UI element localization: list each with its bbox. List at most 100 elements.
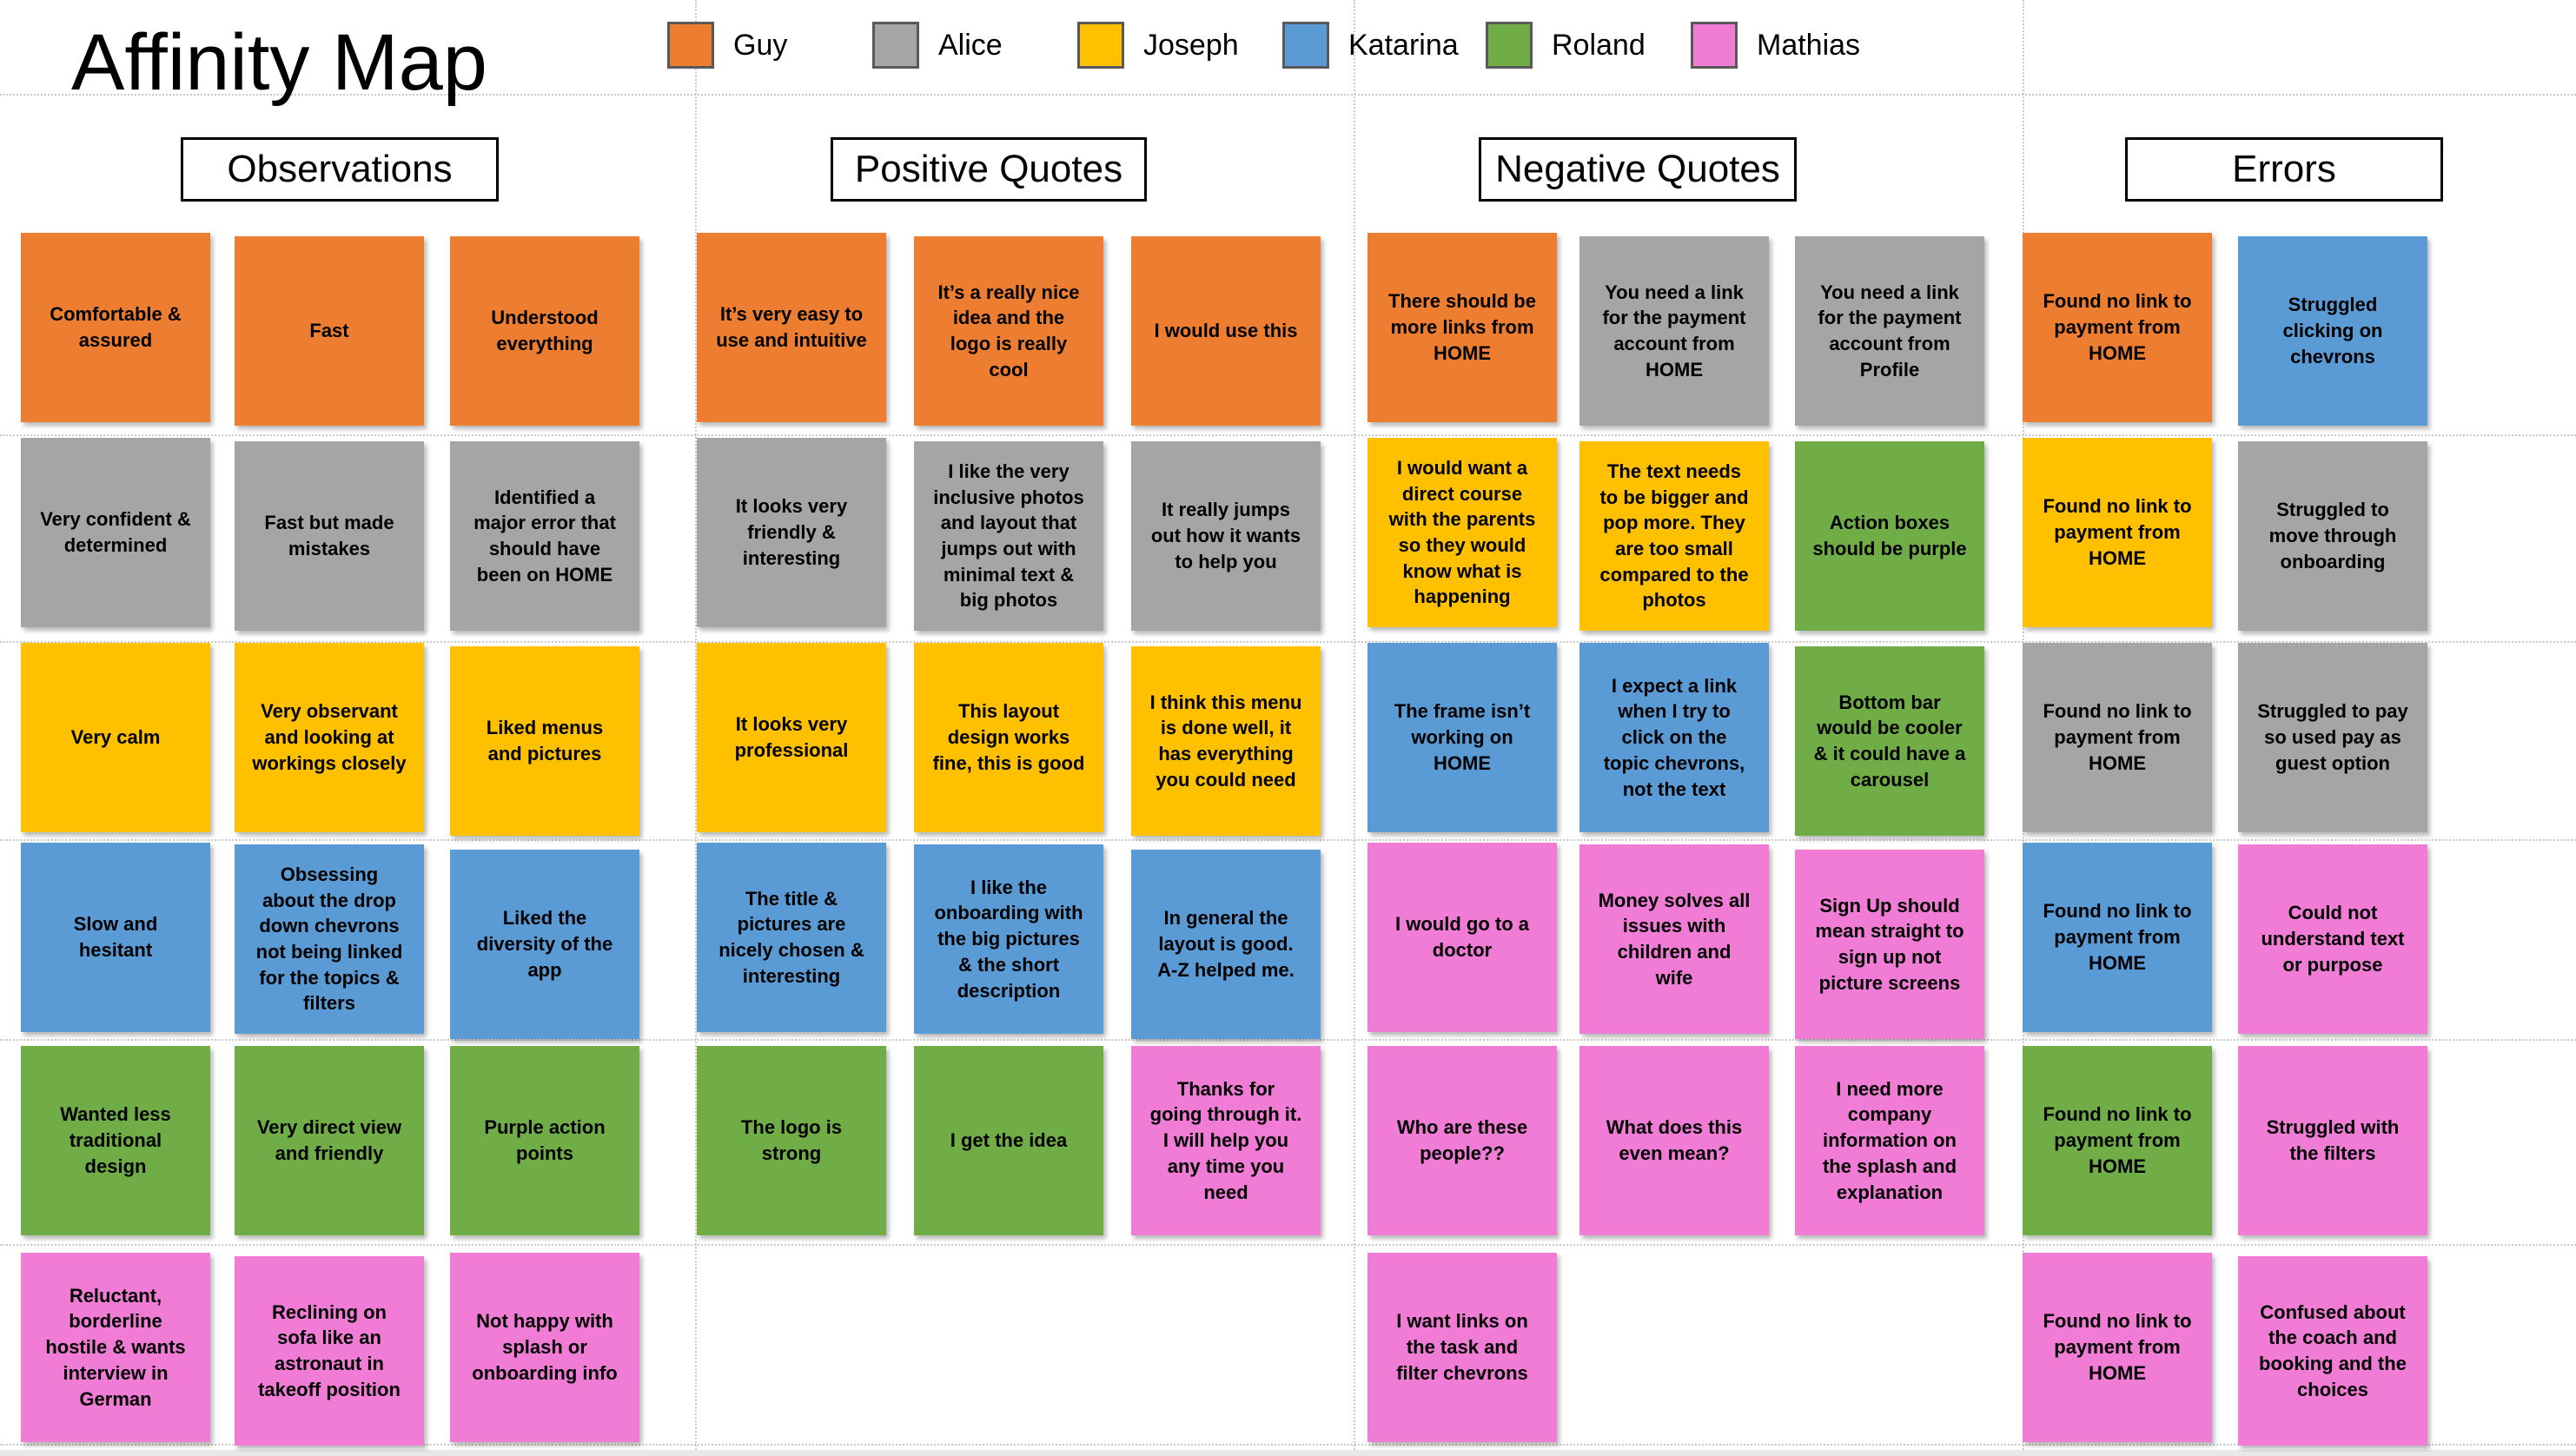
- sticky-note[interactable]: The logo is strong: [697, 1046, 886, 1235]
- sticky-note[interactable]: Wanted less traditional design: [21, 1046, 210, 1235]
- sticky-note-text: Struggled to move through onboarding: [2268, 499, 2397, 572]
- sticky-note[interactable]: I need more company information on the s…: [1795, 1046, 1984, 1235]
- sticky-note[interactable]: Struggled clicking on chevrons: [2238, 236, 2427, 426]
- sticky-note-text: Found no link to payment from HOME: [2043, 495, 2192, 569]
- sticky-note[interactable]: This layout design works fine, this is g…: [914, 643, 1103, 832]
- sticky-note[interactable]: Very calm: [21, 643, 210, 832]
- sticky-note[interactable]: You need a link for the payment account …: [1795, 236, 1984, 426]
- sticky-note-text: You need a link for the payment account …: [1602, 281, 1746, 381]
- sticky-note[interactable]: I like the onboarding with the big pictu…: [914, 844, 1103, 1034]
- sticky-note-text: It’s very easy to use and intuitive: [716, 303, 867, 351]
- sticky-note[interactable]: Comfortable & assured: [21, 233, 210, 422]
- sticky-note[interactable]: Could not understand text or purpose: [2238, 844, 2427, 1034]
- legend-label: Joseph: [1143, 28, 1239, 62]
- sticky-note[interactable]: Struggled to move through onboarding: [2238, 441, 2427, 631]
- sticky-note-text: Struggled clicking on chevrons: [2282, 294, 2383, 367]
- legend-swatch: [1691, 22, 1738, 69]
- sticky-note[interactable]: Found no link to payment from HOME: [2023, 1253, 2212, 1442]
- sticky-note[interactable]: Very observant and looking at workings c…: [235, 643, 424, 832]
- sticky-note[interactable]: Who are these people??: [1367, 1046, 1557, 1235]
- sticky-note-text: Fast: [309, 320, 349, 342]
- sticky-note[interactable]: The title & pictures are nicely chosen &…: [697, 843, 886, 1032]
- sticky-note[interactable]: You need a link for the payment account …: [1579, 236, 1769, 426]
- sticky-note[interactable]: I would use this: [1131, 236, 1321, 426]
- sticky-note[interactable]: It’s very easy to use and intuitive: [697, 233, 886, 422]
- sticky-note[interactable]: Not happy with splash or onboarding info: [450, 1253, 639, 1442]
- sticky-note[interactable]: What does this even mean?: [1579, 1046, 1769, 1235]
- sticky-note-text: In general the layout is good. A-Z helpe…: [1157, 907, 1295, 981]
- sticky-note[interactable]: Money solves all issues with children an…: [1579, 844, 1769, 1034]
- sticky-note[interactable]: Purple action points: [450, 1046, 639, 1235]
- sticky-note[interactable]: There should be more links from HOME: [1367, 233, 1557, 422]
- sticky-note[interactable]: The frame isn’t working on HOME: [1367, 643, 1557, 832]
- sticky-note-text: I want links on the task and filter chev…: [1396, 1310, 1528, 1384]
- sticky-note[interactable]: I like the very inclusive photos and lay…: [914, 441, 1103, 631]
- sticky-note-text: It really jumps out how it wants to help…: [1150, 499, 1301, 572]
- legend-label: Guy: [733, 28, 788, 62]
- sticky-note[interactable]: Thanks for going through it. I will help…: [1131, 1046, 1321, 1235]
- sticky-note[interactable]: I would go to a doctor: [1367, 843, 1557, 1032]
- sticky-note[interactable]: Liked menus and pictures: [450, 646, 639, 836]
- row-divider: [0, 94, 2576, 96]
- sticky-note-text: Struggled to pay so used pay as guest op…: [2257, 700, 2408, 774]
- legend-swatch: [1077, 22, 1124, 69]
- sticky-note-text: Very observant and looking at workings c…: [252, 700, 407, 774]
- sticky-note-text: You need a link for the payment account …: [1818, 281, 1962, 381]
- sticky-note-text: Money solves all issues with children an…: [1598, 889, 1751, 989]
- sticky-note[interactable]: Found no link to payment from HOME: [2023, 233, 2212, 422]
- sticky-note[interactable]: Fast: [235, 236, 424, 426]
- sticky-note[interactable]: Bottom bar would be cooler & it could ha…: [1795, 646, 1984, 836]
- sticky-note[interactable]: Sign Up should mean straight to sign up …: [1795, 850, 1984, 1039]
- sticky-note[interactable]: Found no link to payment from HOME: [2023, 643, 2212, 832]
- section-header-positive-quotes: Positive Quotes: [831, 137, 1147, 202]
- sticky-note-text: I get the idea: [950, 1129, 1068, 1152]
- sticky-note-text: There should be more links from HOME: [1388, 290, 1536, 364]
- sticky-note[interactable]: Found no link to payment from HOME: [2023, 438, 2212, 627]
- sticky-note[interactable]: Confused about the coach and booking and…: [2238, 1256, 2427, 1446]
- sticky-note[interactable]: Very confident & determined: [21, 438, 210, 627]
- sticky-note[interactable]: I think this menu is done well, it has e…: [1131, 646, 1321, 836]
- sticky-note[interactable]: Fast but made mistakes: [235, 441, 424, 631]
- sticky-note[interactable]: Struggled to pay so used pay as guest op…: [2238, 643, 2427, 832]
- sticky-note-text: I would go to a doctor: [1395, 913, 1529, 961]
- sticky-note-text: It’s a really nice idea and the logo is …: [937, 281, 1080, 381]
- sticky-note[interactable]: Identified a major error that should hav…: [450, 441, 639, 631]
- sticky-note[interactable]: I expect a link when I try to click on t…: [1579, 643, 1769, 832]
- sticky-note[interactable]: Understood everything: [450, 236, 639, 426]
- sticky-note[interactable]: In general the layout is good. A-Z helpe…: [1131, 850, 1321, 1039]
- sticky-note[interactable]: I get the idea: [914, 1046, 1103, 1235]
- sticky-note[interactable]: It’s a really nice idea and the logo is …: [914, 236, 1103, 426]
- sticky-note[interactable]: Reluctant, borderline hostile & wants in…: [21, 1253, 210, 1442]
- row-divider: [0, 1039, 2576, 1041]
- sticky-note[interactable]: It looks very professional: [697, 643, 886, 832]
- sticky-note[interactable]: Found no link to payment from HOME: [2023, 1046, 2212, 1235]
- legend-label: Roland: [1552, 28, 1646, 62]
- bottom-scroll-area: [0, 1450, 2576, 1456]
- sticky-note[interactable]: Obsessing about the drop down chevrons n…: [235, 844, 424, 1034]
- sticky-note[interactable]: Liked the diversity of the app: [450, 850, 639, 1039]
- sticky-note-text: Sign Up should mean straight to sign up …: [1815, 894, 1964, 994]
- sticky-note[interactable]: It looks very friendly & interesting: [697, 438, 886, 627]
- sticky-note[interactable]: It really jumps out how it wants to help…: [1131, 441, 1321, 631]
- sticky-note[interactable]: Reclining on sofa like an astronaut in t…: [235, 1256, 424, 1446]
- sticky-note-text: Found no link to payment from HOME: [2043, 1103, 2192, 1177]
- sticky-note[interactable]: Very direct view and friendly: [235, 1046, 424, 1235]
- sticky-note[interactable]: I would want a direct course with the pa…: [1367, 438, 1557, 627]
- sticky-note[interactable]: Action boxes should be purple: [1795, 441, 1984, 631]
- sticky-note-text: The frame isn’t working on HOME: [1394, 700, 1531, 774]
- sticky-note-text: I like the onboarding with the big pictu…: [934, 876, 1083, 1002]
- sticky-note[interactable]: Found no link to payment from HOME: [2023, 843, 2212, 1032]
- sticky-note-text: Found no link to payment from HOME: [2043, 900, 2192, 974]
- sticky-note[interactable]: Struggled with the filters: [2238, 1046, 2427, 1235]
- sticky-note-text: What does this even mean?: [1606, 1116, 1743, 1164]
- sticky-note[interactable]: I want links on the task and filter chev…: [1367, 1253, 1557, 1442]
- legend-item-katarina: Katarina: [1282, 19, 1459, 71]
- sticky-note-text: This layout design works fine, this is g…: [932, 700, 1085, 774]
- sticky-note[interactable]: The text needs to be bigger and pop more…: [1579, 441, 1769, 631]
- sticky-note[interactable]: Slow and hesitant: [21, 843, 210, 1032]
- sticky-note-text: Liked menus and pictures: [486, 717, 604, 764]
- sticky-note-text: Confused about the coach and booking and…: [2259, 1300, 2407, 1400]
- sticky-note-text: Thanks for going through it. I will help…: [1149, 1077, 1302, 1203]
- sticky-note-text: Bottom bar would be cooler & it could ha…: [1813, 691, 1966, 791]
- sticky-note-text: Very direct view and friendly: [256, 1116, 402, 1164]
